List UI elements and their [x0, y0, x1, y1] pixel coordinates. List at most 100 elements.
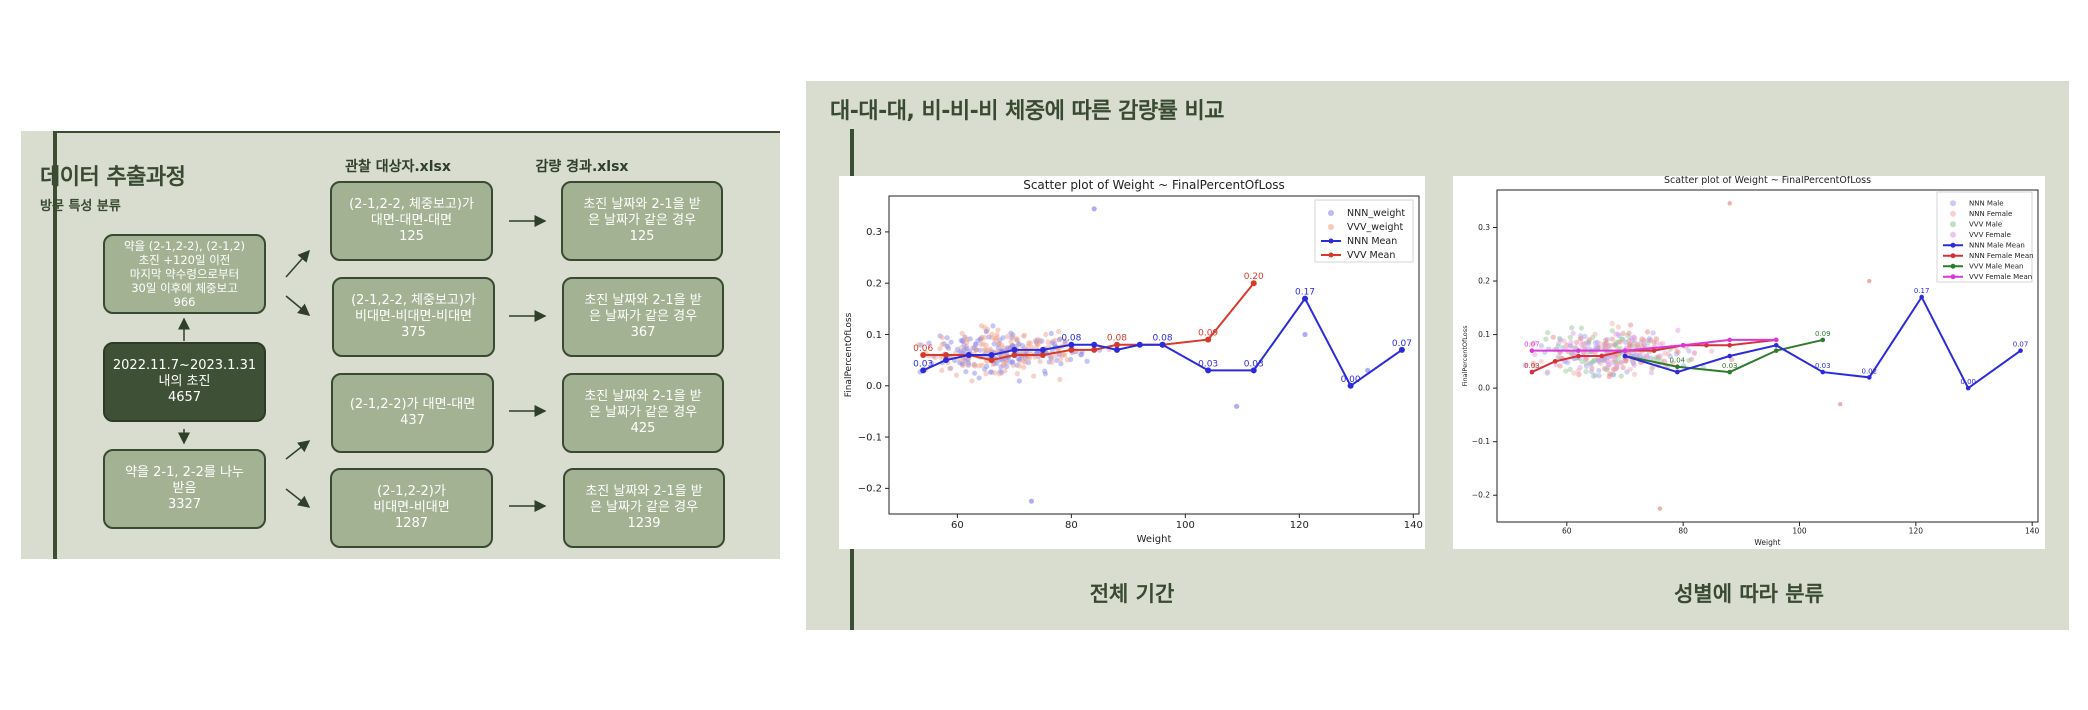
series-point	[988, 352, 995, 358]
box-center-line1: 2022.11.7~2023.1.31	[112, 358, 257, 373]
series-point	[1302, 295, 1309, 302]
data-point	[1002, 368, 1008, 374]
weight-loss-header: 감량 경과.xlsx	[535, 159, 629, 175]
box-remote-remote: (2-1,2-2)가 비대면-비대면 1287	[330, 468, 493, 548]
right2-count: 367	[630, 325, 656, 340]
data-point	[1578, 325, 1585, 331]
data-point	[1000, 335, 1006, 341]
x-tick-label: 80	[1678, 527, 1688, 536]
data-point	[1091, 206, 1097, 212]
data-point	[932, 354, 938, 360]
series-point	[1250, 280, 1257, 287]
data-point	[1545, 369, 1551, 375]
data-point	[1532, 352, 1538, 358]
box-top-count: 966	[173, 295, 196, 309]
arrow-top-1	[285, 249, 310, 278]
series-point	[965, 352, 972, 358]
data-point	[983, 328, 989, 335]
mid4-line1: (2-1,2-2)가	[377, 484, 446, 499]
series-point	[1867, 375, 1872, 380]
x-tick-label: 60	[1562, 527, 1572, 536]
legend-marker	[1950, 231, 1956, 238]
data-label: 0.17	[1295, 288, 1315, 298]
legend-marker	[1328, 210, 1334, 216]
data-point	[1049, 359, 1055, 365]
x-tick-label: 80	[1065, 520, 1078, 531]
data-point	[1049, 340, 1055, 346]
data-point	[1675, 327, 1681, 333]
data-point	[977, 336, 983, 342]
extraction-title: 데이터 추출과정	[40, 165, 186, 190]
data-point	[1045, 339, 1051, 345]
data-point	[1574, 339, 1580, 346]
data-point	[969, 378, 975, 384]
data-point	[1555, 343, 1561, 349]
data-point	[928, 360, 935, 367]
data-point	[1058, 361, 1064, 367]
data-point	[1004, 363, 1010, 369]
data-point	[1564, 342, 1570, 348]
x-tick-label: 100	[1176, 520, 1195, 531]
box-top-line4: 30일 이후에 체중보고	[131, 281, 238, 295]
data-point	[992, 370, 998, 376]
legend-marker	[1950, 253, 1956, 259]
right4-line2: 은 날짜가 같은 경우	[589, 500, 699, 515]
data-point	[959, 361, 965, 367]
data-label: 0.07	[1392, 339, 1412, 349]
chart-by-sex-svg: Scatter plot of Weight ~ FinalPercentOfL…	[1461, 175, 2040, 547]
series-point	[1965, 385, 1971, 391]
series-line	[922, 296, 1403, 388]
data-point	[1650, 330, 1656, 336]
box-pre-120-days: 약을 (2-1,2-2), (2-1,2) 초진 +120일 이전 마지막 약수…	[103, 234, 266, 314]
box-center-line2: 내의 초진	[158, 374, 211, 389]
arrow-top-2	[285, 295, 311, 316]
left-accent-bar	[53, 131, 57, 559]
data-point	[990, 323, 996, 329]
data-point	[1708, 348, 1715, 354]
data-point	[1543, 336, 1549, 342]
data-point	[944, 343, 950, 349]
data-point	[1615, 324, 1621, 330]
data-point	[1624, 369, 1630, 375]
data-point	[1617, 345, 1623, 351]
data-point	[1034, 339, 1040, 345]
plot-by-sex: Scatter plot of Weight ~ FinalPercentOfL…	[1453, 175, 2045, 549]
mid2-line1: (2-1,2-2, 체중보고)가	[351, 293, 476, 308]
legend-marker	[1328, 252, 1334, 258]
series-point	[942, 357, 949, 364]
data-point	[1538, 358, 1544, 365]
series-line	[1531, 338, 1777, 352]
data-point	[1653, 354, 1659, 361]
data-label: 0.08	[1107, 334, 1127, 344]
data-point	[1662, 358, 1668, 364]
data-point	[1578, 341, 1585, 348]
series-line	[1531, 338, 1777, 373]
data-point	[1582, 344, 1588, 350]
series-point	[1113, 346, 1120, 353]
plot-overall: Scatter plot of Weight ~ FinalPercentOfL…	[839, 176, 1425, 549]
series-point	[1704, 342, 1709, 348]
data-point	[1014, 371, 1020, 377]
data-point	[1601, 357, 1607, 364]
right1-line1: 초진 날짜와 2-1을 받	[583, 197, 701, 212]
data-point	[1582, 333, 1588, 340]
y-tick-label: 0.1	[866, 330, 882, 341]
y-tick-label: 0.0	[1478, 384, 1490, 393]
data-point	[1025, 359, 1032, 366]
y-tick-label: 0.1	[1478, 330, 1490, 339]
data-point	[944, 335, 950, 341]
data-point	[1631, 334, 1637, 340]
series-point	[1091, 341, 1098, 348]
box-top-line1: 약을 (2-1,2-2), (2-1,2)	[123, 239, 246, 253]
data-point	[1583, 369, 1589, 375]
data-point	[1056, 336, 1063, 343]
data-point	[1622, 339, 1629, 345]
x-tick-label: 60	[951, 520, 964, 531]
legend-label: VVV Male Mean	[1969, 263, 2023, 271]
series-point	[920, 367, 927, 374]
data-point	[1530, 360, 1536, 366]
data-point	[1657, 353, 1664, 359]
series-point	[1820, 369, 1826, 375]
mid1-line2: 대면-대면-대면	[370, 213, 453, 228]
data-label: 0.02	[1862, 367, 1878, 375]
